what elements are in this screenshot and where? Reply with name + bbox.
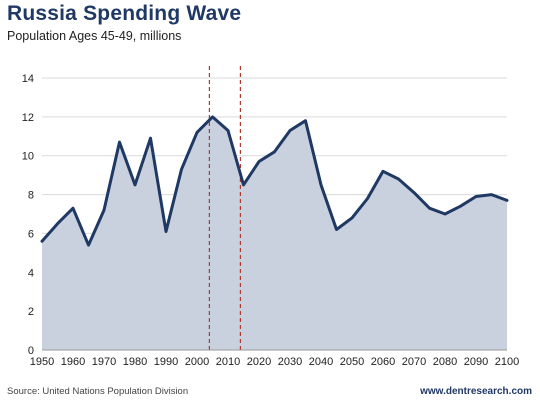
y-tick-label: 4: [28, 267, 34, 279]
x-tick-label: 2070: [402, 356, 426, 368]
y-tick-label: 2: [28, 306, 34, 318]
y-tick-label: 6: [28, 228, 34, 240]
y-tick-label: 14: [22, 73, 34, 85]
source-note: Source: United Nations Population Divisi…: [7, 386, 189, 397]
x-tick-label: 1970: [92, 356, 116, 368]
x-tick-label: 2100: [495, 356, 519, 368]
x-tick-label: 2050: [340, 356, 364, 368]
website-link[interactable]: www.dentresearch.com: [420, 386, 532, 397]
x-tick-label: 2010: [216, 356, 240, 368]
chart-title: Russia Spending Wave: [7, 2, 242, 25]
y-tick-label: 8: [28, 190, 34, 202]
y-tick-label: 12: [22, 112, 34, 124]
x-tick-label: 2000: [185, 356, 209, 368]
x-tick-label: 2080: [433, 356, 457, 368]
x-tick-label: 1950: [30, 356, 54, 368]
x-tick-label: 1990: [154, 356, 178, 368]
x-tick-label: 2060: [371, 356, 395, 368]
x-tick-label: 2090: [464, 356, 488, 368]
y-tick-label: 10: [22, 151, 34, 163]
chart-subtitle: Population Ages 45-49, millions: [7, 29, 182, 43]
x-tick-label: 2040: [309, 356, 333, 368]
y-tick-label: 0: [28, 345, 34, 357]
x-tick-label: 2030: [278, 356, 302, 368]
x-tick-label: 2020: [247, 356, 271, 368]
x-tick-label: 1980: [123, 356, 147, 368]
x-tick-label: 1960: [61, 356, 85, 368]
